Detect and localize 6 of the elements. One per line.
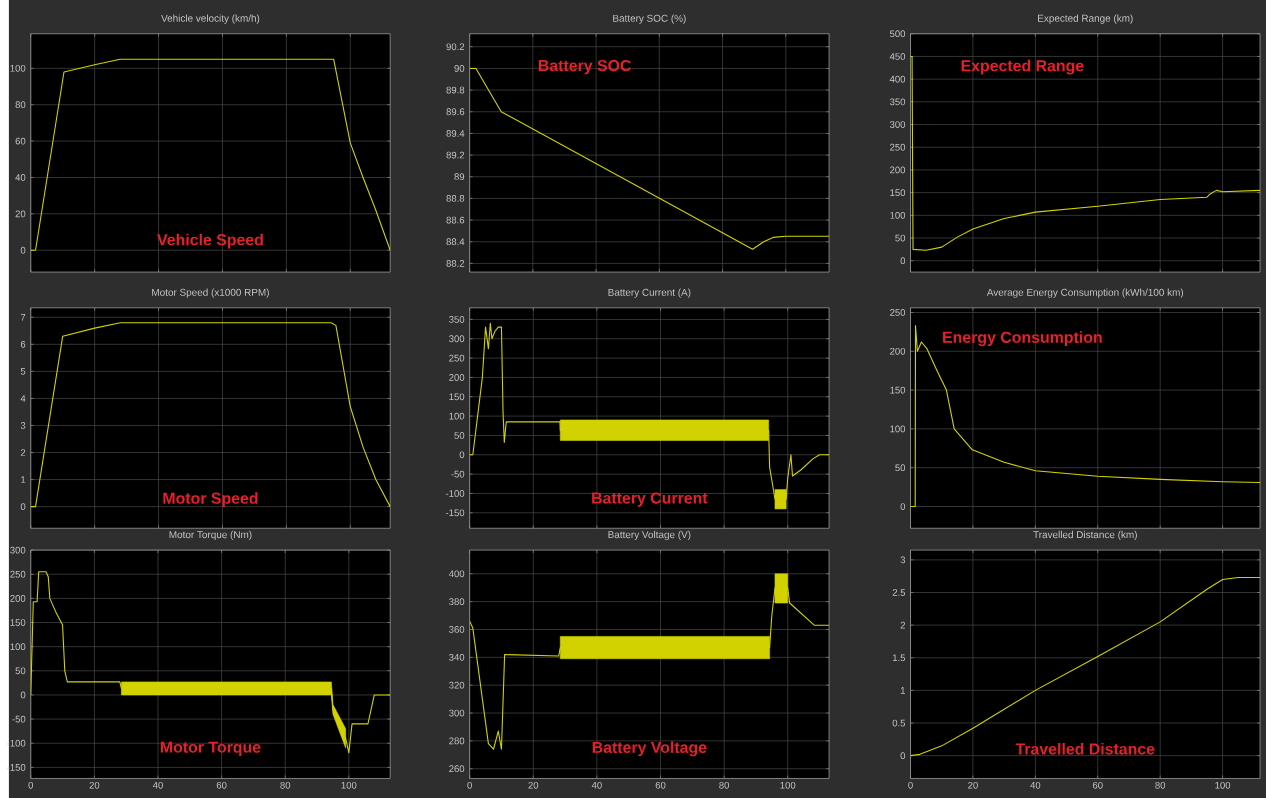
line-series (30, 58, 391, 251)
line-series (910, 55, 1261, 251)
line-series (30, 571, 391, 754)
line-series (910, 324, 1261, 507)
line-series (910, 576, 1261, 757)
line-series (30, 321, 391, 508)
